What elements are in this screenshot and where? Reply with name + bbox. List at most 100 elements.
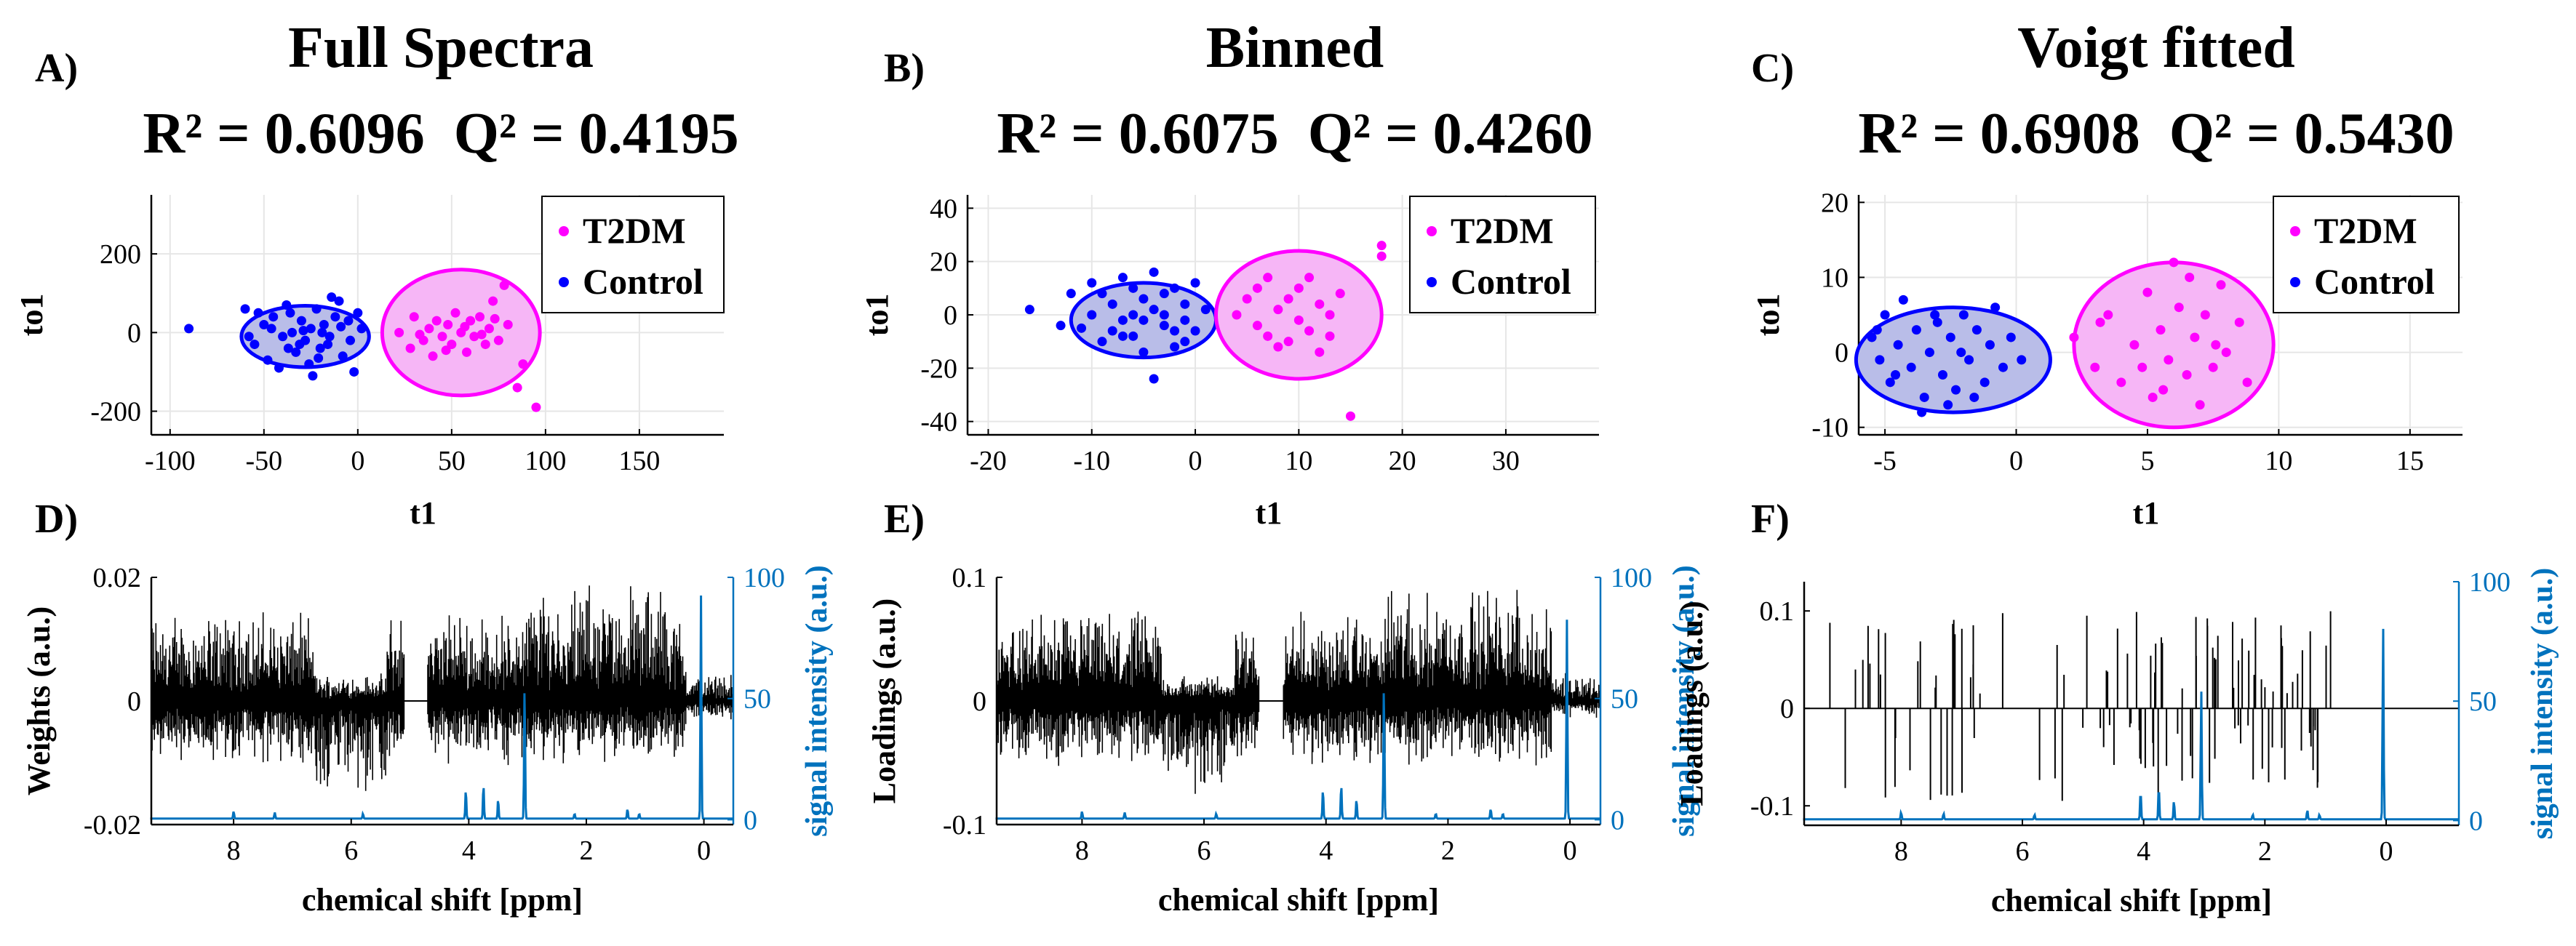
legend-label: Control (2314, 261, 2435, 302)
control-point (287, 327, 298, 337)
y-tick-label: -0.1 (1750, 791, 1794, 822)
control-point (1139, 315, 1149, 325)
control-point (295, 340, 305, 350)
t2dm-point (2208, 362, 2218, 372)
y2-axis-label: signal intensity (a.u.) (2526, 568, 2559, 839)
control-point (1964, 355, 1974, 365)
control-point (308, 371, 318, 381)
y-axis-label: Weights (a.u.) (21, 606, 57, 795)
control-point (1117, 273, 1128, 283)
t2dm-point (1304, 326, 1315, 336)
t2dm-point (512, 382, 522, 393)
control-point (1180, 337, 1190, 347)
y-tick-label: 40 (930, 193, 957, 224)
y2-tick-label: 100 (743, 563, 785, 593)
t2dm-point (1263, 331, 1273, 341)
x-tick-label: 15 (2396, 446, 2424, 476)
x-tick-label: -20 (970, 446, 1007, 476)
control-point (353, 308, 363, 318)
r2-value: R² = 0.6908 (1858, 102, 2140, 166)
legend-box (541, 196, 725, 313)
t2dm-point (2142, 287, 2153, 297)
metrics-spacer (1279, 102, 1308, 166)
t2dm-point (415, 329, 425, 340)
control-point (330, 312, 340, 322)
control-point (285, 308, 295, 318)
t2dm-point (424, 324, 434, 334)
t2dm-point (1232, 310, 1242, 320)
t2dm-point (466, 316, 476, 326)
control-point (1951, 385, 1961, 395)
control-point (1149, 267, 1159, 277)
control-ellipse (1854, 305, 2052, 414)
y2-axis-label: signal intensity (a.u.) (800, 565, 834, 836)
control-point (1159, 289, 1169, 299)
x-tick-label: -50 (245, 446, 282, 476)
signal-trace (995, 620, 1600, 820)
y-tick-label: 0 (127, 686, 141, 717)
control-point (1971, 325, 1982, 335)
control-point (1117, 331, 1128, 341)
y-tick-label: -10 (1811, 413, 1849, 444)
y-tick-label: 0 (127, 318, 141, 348)
control-point (1875, 355, 1885, 365)
control-point (1893, 340, 1903, 350)
panel-letter: F) (1751, 497, 1790, 542)
control-point (1149, 305, 1159, 315)
t2dm-point (1304, 273, 1315, 283)
control-point (1930, 310, 1940, 320)
control-point (268, 312, 279, 322)
x-tick-label: 6 (344, 835, 358, 866)
t2dm-point (484, 324, 494, 334)
control-point (298, 326, 308, 336)
control-point (278, 332, 288, 342)
control-point (1932, 317, 1942, 327)
x-tick-label: 0 (1189, 446, 1203, 476)
panel-letter: D) (35, 497, 78, 542)
control-point (184, 324, 194, 334)
y-axis-label: to1 (859, 294, 895, 337)
y2-tick-label: 100 (1611, 563, 1652, 593)
control-point (1159, 321, 1169, 331)
t2dm-point (2069, 332, 2079, 342)
t2dm-point (518, 359, 528, 369)
control-point (1190, 326, 1200, 336)
t2dm-point (1252, 283, 1262, 293)
control-point (1885, 377, 1895, 388)
y-axis-label: to1 (14, 294, 49, 337)
chart-panel-1: A) Full Spectra R² = 0.6096 Q² = 0.4195 -10… (14, 16, 739, 531)
control-point (2017, 355, 2027, 365)
control-point (1945, 332, 1955, 342)
q2-value: Q² = 0.5430 (2169, 102, 2455, 166)
t2dm-point (1293, 315, 1304, 325)
chart-panel-6: F) 8 6 4 2 0 -0.1 0 0.1 0 50 100 chemical shift [ppm… (1674, 497, 2559, 918)
control-point (1180, 315, 1190, 325)
chart-title: Binned (1206, 16, 1384, 80)
panel-letter: B) (884, 46, 925, 91)
t2dm-point (2234, 317, 2244, 327)
t2dm-point (475, 312, 485, 322)
chart-panel-2: B) Binned R² = 0.6075 Q² = 0.4260 -20 -10 0 10… (859, 16, 1599, 531)
y-tick-label: 0.02 (93, 563, 142, 593)
x-tick-label: 4 (2137, 836, 2150, 867)
y2-tick-label: 50 (2469, 686, 2497, 717)
control-point (304, 359, 314, 369)
legend-label: Control (583, 261, 703, 302)
signal-trace (1803, 628, 2459, 821)
x-tick-label: 8 (1075, 835, 1089, 866)
control-point (1056, 321, 1066, 331)
x-axis-label: chemical shift [ppm] (302, 882, 583, 918)
chart-title: Full Spectra (288, 16, 594, 80)
legend-marker (1427, 277, 1437, 287)
t2dm-ellipse (2072, 260, 2276, 430)
t2dm-point (499, 280, 509, 290)
legend-box (2273, 196, 2460, 313)
r2-value: R² = 0.6096 (143, 102, 424, 166)
t2dm-point (1273, 305, 1283, 315)
control-point (1917, 407, 1927, 417)
t2dm-point (428, 351, 438, 361)
loading-trace (1829, 611, 2332, 801)
t2dm-point (2116, 377, 2126, 388)
t2dm-point (490, 313, 500, 324)
